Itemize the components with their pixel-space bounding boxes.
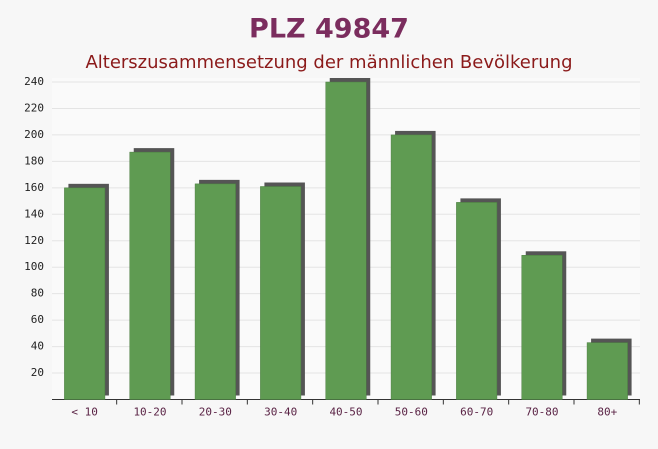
chart-subtitle: Alterszusammensetzung der männlichen Bev… [85, 52, 572, 73]
x-tick-label: 80+ [597, 406, 617, 419]
x-tick-label: 60-70 [460, 406, 493, 419]
y-tick-label: 220 [24, 101, 44, 114]
bar [390, 134, 432, 400]
x-tick-label: < 10 [71, 406, 98, 419]
x-tick-label: 10-20 [133, 406, 166, 419]
bar [194, 183, 236, 400]
y-tick-label: 20 [31, 366, 44, 379]
y-tick-label: 100 [24, 260, 44, 273]
x-tick-label: 40-50 [329, 406, 362, 419]
y-tick-label: 120 [24, 234, 44, 247]
chart-title: PLZ 49847 [249, 14, 409, 45]
y-tick-label: 240 [24, 75, 44, 88]
x-tick-label: 70-80 [525, 406, 558, 419]
x-tick-label: 50-60 [395, 406, 428, 419]
bar [521, 255, 563, 400]
y-tick-label: 180 [24, 154, 44, 167]
x-tick-label: 30-40 [264, 406, 297, 419]
x-tick-label: 20-30 [199, 406, 232, 419]
bar [456, 202, 498, 400]
bar [260, 186, 302, 400]
bar [586, 342, 628, 400]
y-tick-label: 60 [31, 313, 44, 326]
y-tick-label: 200 [24, 128, 44, 141]
bar [129, 151, 171, 400]
bar [64, 187, 106, 400]
y-tick-label: 140 [24, 207, 44, 220]
y-tick-label: 40 [31, 340, 44, 353]
y-tick-label: 80 [31, 287, 44, 300]
bar [325, 81, 367, 400]
y-tick-label: 160 [24, 181, 44, 194]
